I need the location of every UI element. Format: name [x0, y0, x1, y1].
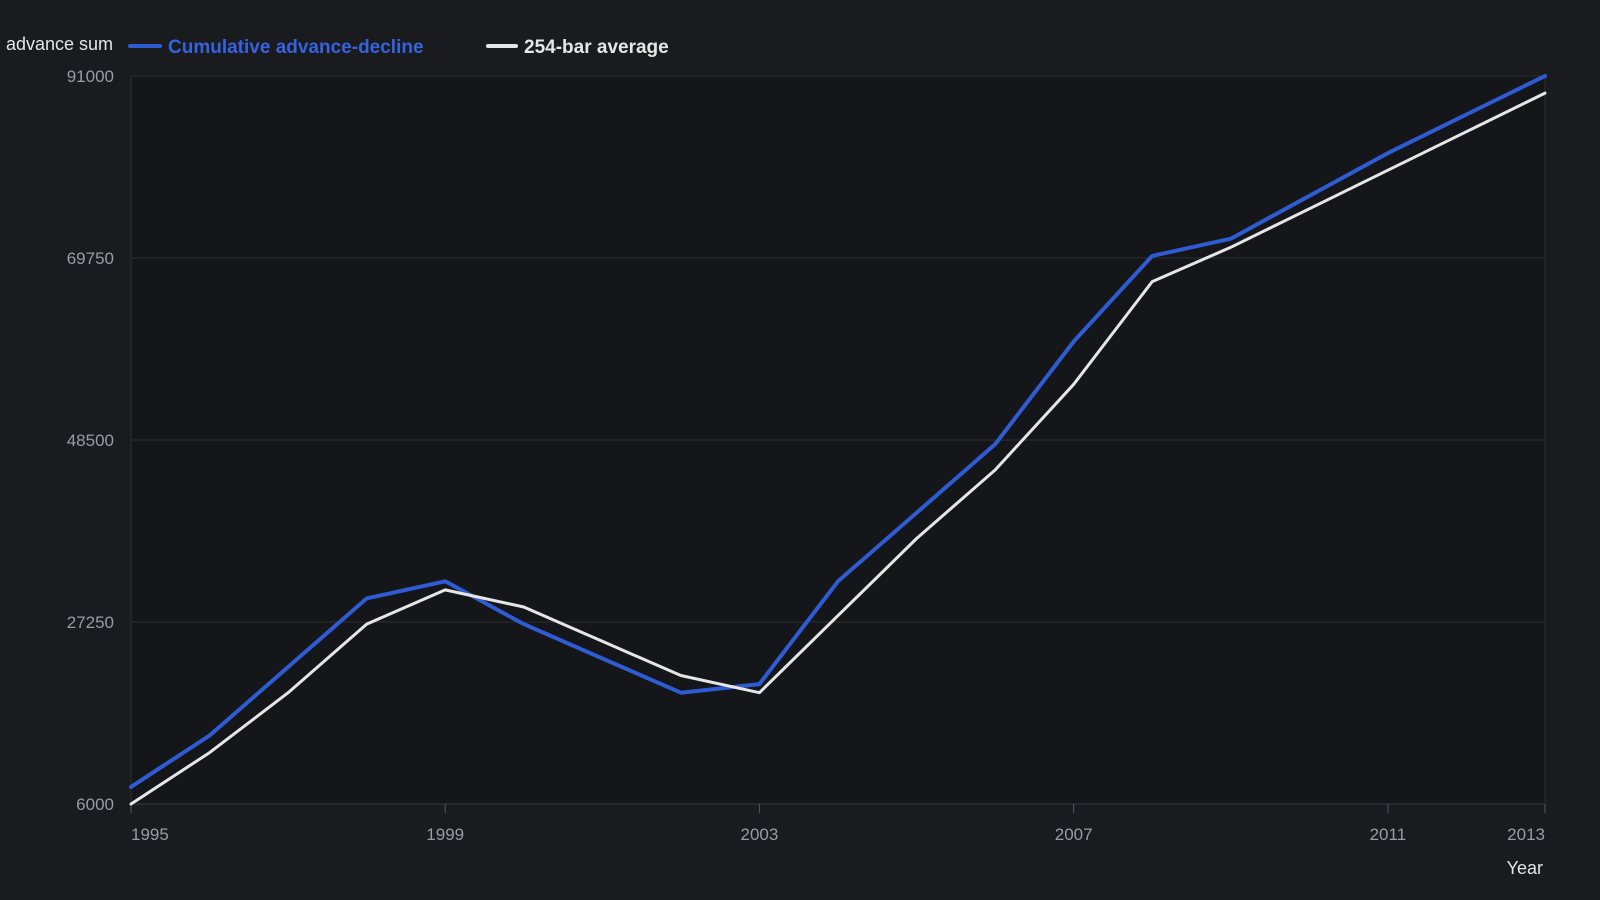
- grid-lines: [130, 75, 1546, 805]
- y-tick-label: 91000: [67, 67, 114, 86]
- legend-label-average: 254-bar average: [524, 37, 669, 58]
- y-tick-label: 27250: [67, 613, 114, 632]
- legend-label-cumulative: Cumulative advance-decline: [168, 37, 424, 58]
- y-axis-title: advance sum: [6, 34, 113, 54]
- y-tick-label: 48500: [67, 431, 114, 450]
- y-tick-label: 6000: [76, 795, 114, 814]
- legend: Cumulative advance-decline 254-bar avera…: [128, 37, 669, 58]
- legend-item-cumulative: Cumulative advance-decline: [128, 37, 424, 58]
- y-tick-label: 69750: [67, 249, 114, 268]
- x-tick-label: 1995: [131, 825, 169, 844]
- legend-item-average: 254-bar average: [486, 37, 669, 58]
- series-lines: [129, 74, 1547, 806]
- x-tick-label: 2013: [1507, 825, 1545, 844]
- x-axis-title: Year: [1507, 858, 1543, 878]
- axes: 6000 27250 48500 69750 91000 1995 1999 2003 2007…: [67, 67, 1546, 844]
- series-line-cumulative: [129, 74, 1547, 789]
- x-tick-label: 2011: [1370, 825, 1407, 844]
- x-tick-label: 1999: [426, 825, 464, 844]
- x-tick-label: 2003: [741, 825, 779, 844]
- x-tick-label: 2007: [1055, 825, 1093, 844]
- series-line-average: [129, 91, 1547, 806]
